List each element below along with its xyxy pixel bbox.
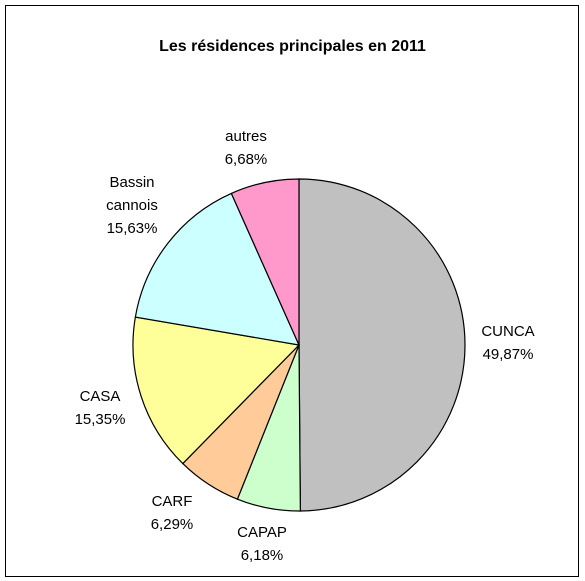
chart-title: Les résidences principales en 2011 [159, 38, 426, 55]
value-label: 6,68% [224, 151, 268, 168]
slice-label: CASA 15,35% [60, 385, 140, 431]
pie-slice [230, 178, 300, 346]
value-label: 15,63% [106, 220, 158, 237]
pie-slice [298, 178, 466, 512]
value-label: 6,29% [150, 516, 194, 533]
category-label: CAPAP [237, 524, 287, 541]
category-label: autres [225, 128, 267, 145]
slice-label: CUNCA 49,87% [468, 320, 548, 366]
category-label: CARF [151, 493, 193, 510]
pie-slice [134, 192, 301, 346]
slice-label: CARF 6,29% [132, 490, 212, 536]
category-label: CUNCA [481, 323, 535, 340]
slice-label: Bassin cannois 15,63% [97, 171, 167, 240]
pie-slice [132, 316, 301, 465]
slice-label: autres 6,68% [206, 125, 286, 171]
value-label: 49,87% [482, 346, 534, 363]
slice-label: CAPAP 6,18% [222, 521, 302, 567]
value-label: 6,18% [240, 547, 284, 564]
value-label: 15,35% [74, 411, 126, 428]
category-label: CASA [79, 388, 121, 405]
category-label: Bassin cannois [106, 174, 158, 214]
